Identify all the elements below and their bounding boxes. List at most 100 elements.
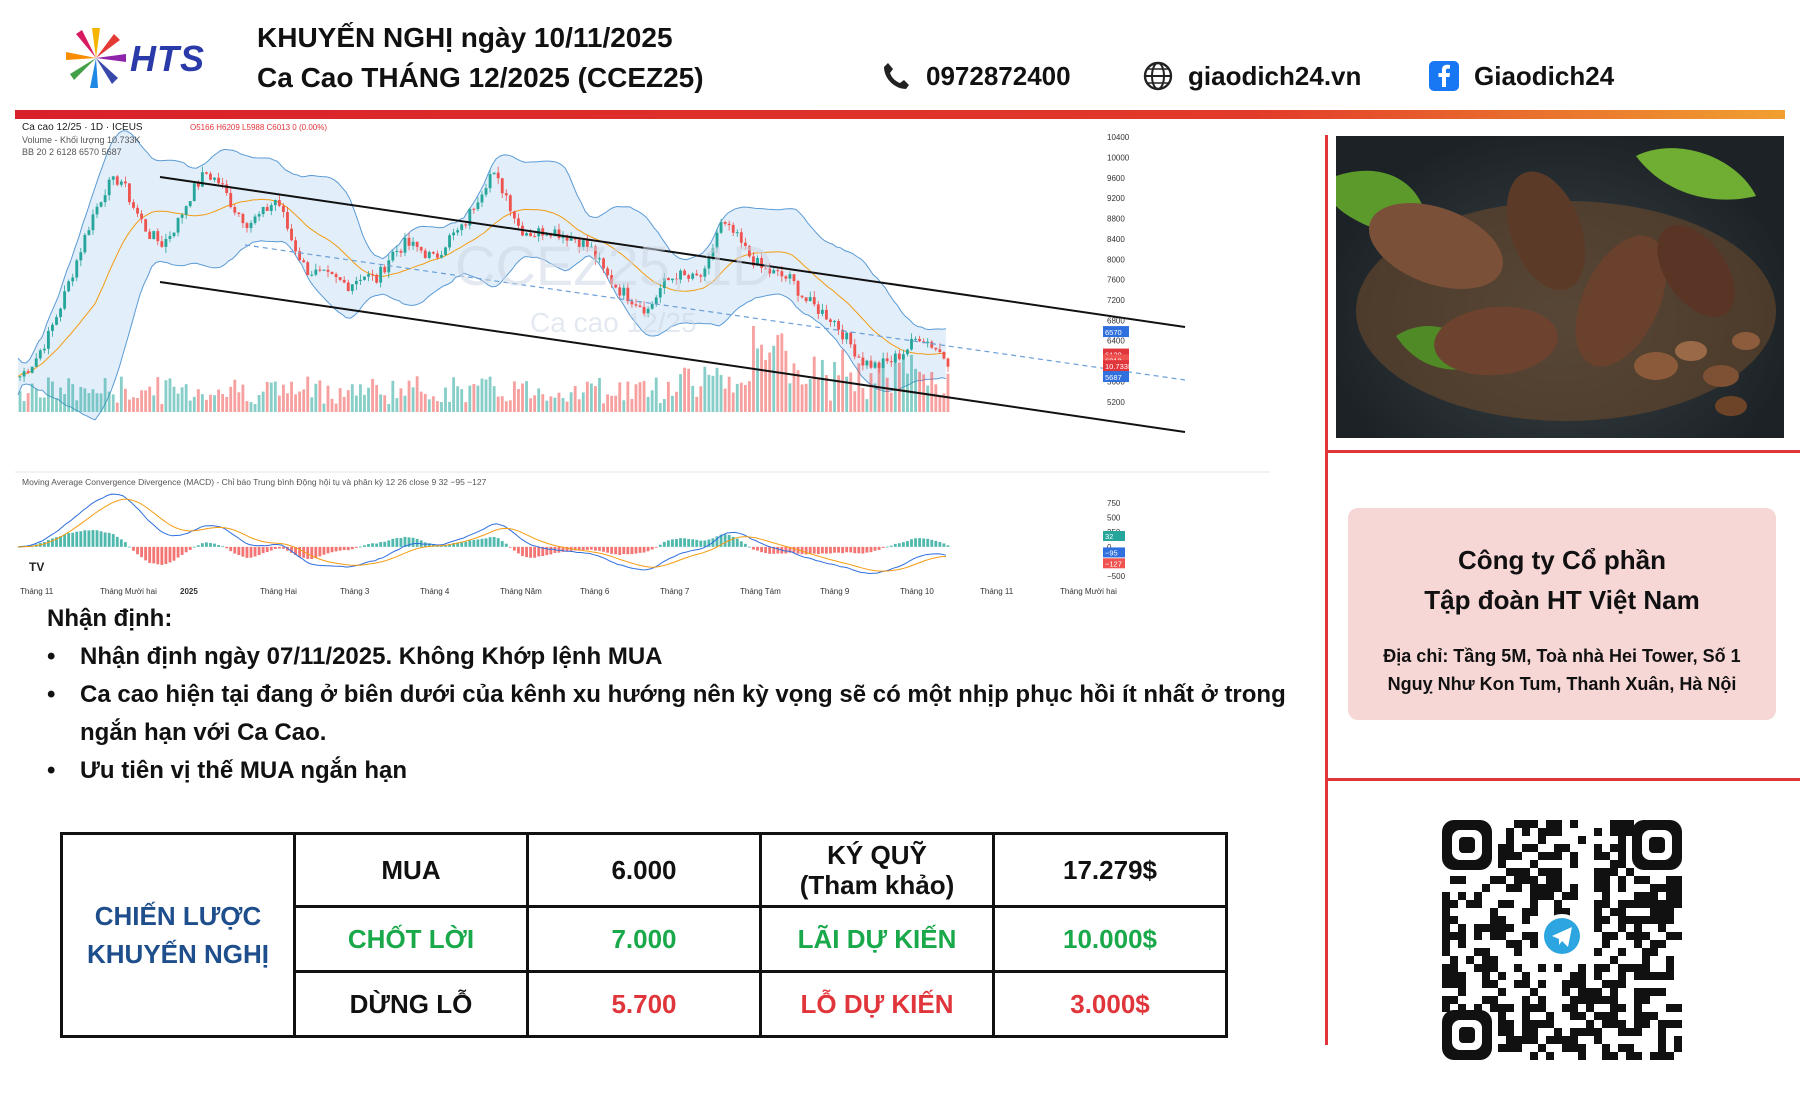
volume-bar	[253, 403, 257, 412]
volume-bar	[719, 374, 723, 412]
qr-module	[1514, 964, 1522, 972]
volume-bar	[557, 392, 561, 412]
candle-body	[298, 251, 302, 261]
qr-module	[1538, 1004, 1546, 1012]
volume-bar	[711, 375, 715, 412]
macd-histogram-bar	[403, 536, 407, 547]
volume-bar	[545, 400, 549, 412]
contact-website[interactable]: giaodich24.vn	[1142, 60, 1361, 92]
macd-histogram-bar	[484, 538, 488, 547]
volume-bar	[314, 383, 318, 412]
qr-module	[1442, 892, 1450, 900]
volume-bar	[257, 395, 261, 412]
qr-module	[1474, 964, 1482, 972]
volume-bar	[51, 381, 54, 412]
macd-histogram-bar	[273, 546, 277, 549]
contact-facebook[interactable]: Giaodich24	[1428, 60, 1614, 92]
price-axis-tick: 8800	[1107, 215, 1125, 224]
volume-bar	[614, 395, 618, 412]
qr-module	[1674, 884, 1682, 892]
qr-module	[1634, 1004, 1642, 1012]
qr-module	[1530, 1028, 1538, 1036]
qr-module	[1498, 1012, 1506, 1020]
volume-bar	[508, 400, 512, 412]
volume-bar	[691, 385, 695, 412]
qr-module	[1602, 940, 1610, 948]
expected-loss-value: 3.000$	[992, 970, 1228, 1038]
qr-module	[1514, 948, 1522, 956]
qr-module	[1450, 916, 1458, 924]
qr-module	[1570, 892, 1578, 900]
volume-bar	[30, 383, 34, 412]
candle-body	[448, 235, 451, 248]
volume-bar	[34, 388, 38, 412]
volume-bar	[132, 397, 135, 412]
volume-bar	[152, 395, 156, 412]
volume-bar	[626, 381, 630, 412]
qr-module	[1562, 908, 1570, 916]
facebook-page: Giaodich24	[1474, 60, 1615, 91]
qr-module	[1514, 940, 1522, 948]
candle-body	[22, 371, 26, 377]
macd-histogram-bar	[752, 546, 755, 550]
qr-module	[1634, 1052, 1642, 1060]
analysis-bullet: Ca cao hiện tại đang ở biên dưới của kên…	[47, 676, 1297, 752]
macd-histogram-bar	[594, 546, 597, 551]
table-row: DỪNG LỖ 5.700 LỖ DỰ KIẾN 3.000$	[62, 970, 1228, 1038]
stop-loss-label: DỪNG LỖ	[293, 970, 529, 1038]
candle-body	[942, 352, 946, 359]
candle-body	[26, 371, 30, 373]
macd-histogram-bar	[869, 546, 873, 553]
qr-module	[1450, 996, 1458, 1004]
macd-histogram-bar	[658, 544, 662, 547]
volume-bar	[901, 359, 905, 412]
qr-module	[1674, 1036, 1682, 1044]
take-profit-label: CHỐT LỜI	[293, 905, 529, 973]
margin-label: KÝ QUỸ (Tham khảo)	[759, 832, 995, 908]
qr-module	[1466, 900, 1474, 908]
qr-module	[1634, 916, 1642, 924]
candle-body	[812, 297, 816, 305]
candle-body	[614, 284, 618, 288]
qr-module	[1442, 940, 1450, 948]
volume-bar	[565, 401, 569, 412]
macd-histogram-bar	[699, 540, 703, 547]
volume-bar	[383, 395, 387, 412]
volume-bar	[525, 381, 528, 412]
qr-module	[1498, 1028, 1506, 1036]
candle-body	[760, 257, 763, 268]
volume-bar	[334, 403, 338, 412]
candle-body	[768, 268, 772, 274]
volume-bar	[792, 363, 796, 412]
candle-body	[747, 245, 751, 257]
candle-body	[205, 172, 208, 174]
qr-module	[1442, 996, 1450, 1004]
volume-bar	[350, 384, 354, 412]
candle-body	[500, 178, 504, 194]
qr-module	[1506, 1004, 1514, 1012]
volume-bar	[804, 383, 808, 412]
report-title: KHUYẾN NGHỊ ngày 10/11/2025	[257, 22, 673, 53]
macd-histogram-bar	[776, 546, 780, 554]
macd-histogram-bar	[140, 546, 144, 558]
candle-body	[427, 252, 431, 258]
contact-phone[interactable]: 0972872400	[880, 60, 1071, 92]
volume-bar	[675, 391, 678, 412]
candle-body	[79, 252, 83, 261]
volume-bar	[602, 403, 605, 412]
macd-histogram-bar	[371, 543, 374, 547]
qr-module	[1650, 972, 1658, 980]
strategy-label-line1: CHIẾN LƯỢC	[94, 901, 262, 931]
qr-module	[1522, 844, 1530, 852]
macd-histogram-bar	[83, 530, 87, 547]
telegram-qr-code[interactable]	[1440, 818, 1684, 1062]
volume-bar	[638, 382, 642, 412]
qr-module	[1618, 1004, 1626, 1012]
qr-module	[1618, 820, 1626, 828]
qr-module	[1498, 916, 1506, 924]
macd-axis-tick: 500	[1107, 514, 1121, 523]
website-link: giaodich24.vn	[1188, 60, 1362, 91]
macd-histogram-bar	[500, 541, 504, 547]
qr-module	[1522, 972, 1530, 980]
volume-bar	[739, 382, 743, 412]
